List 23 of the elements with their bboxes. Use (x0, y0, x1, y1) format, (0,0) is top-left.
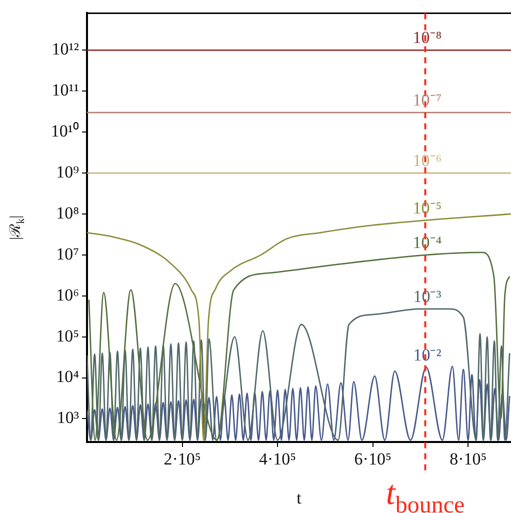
x-axis-title: t (296, 488, 302, 508)
series-label: 10⁻² (413, 345, 442, 364)
y-tick-label: 10⁶ (56, 285, 80, 304)
x-tick-label: 8·10⁵ (450, 450, 487, 469)
series-label: 10⁻⁴ (412, 232, 442, 252)
y-tick-label: 10¹² (52, 40, 79, 59)
y-tick-label: 10⁹ (56, 162, 80, 182)
y-tick-label: 10¹⁰ (50, 122, 79, 141)
y-tick-label: 10⁷ (56, 244, 80, 264)
x-tick-label: 2·10⁵ (164, 450, 201, 469)
x-tick-label: 4·10⁵ (259, 450, 296, 469)
series-label: 10⁻⁶ (412, 151, 442, 170)
y-tick-label: 10³ (56, 408, 79, 428)
x-tick-label: 6·10⁵ (354, 450, 392, 469)
y-tick-label: 10¹¹ (52, 80, 79, 100)
series-label: 10⁻⁷ (412, 90, 442, 110)
y-tick-label: 10⁴ (56, 367, 80, 386)
series-label: 10⁻⁸ (412, 28, 442, 48)
y-tick-label: 10⁸ (56, 203, 80, 222)
series-label: 10⁻⁵ (412, 198, 442, 218)
y-axis-title: |ℛk| (8, 215, 27, 240)
series-label: 10⁻³ (413, 286, 442, 306)
y-tick-label: 10⁵ (56, 326, 80, 346)
